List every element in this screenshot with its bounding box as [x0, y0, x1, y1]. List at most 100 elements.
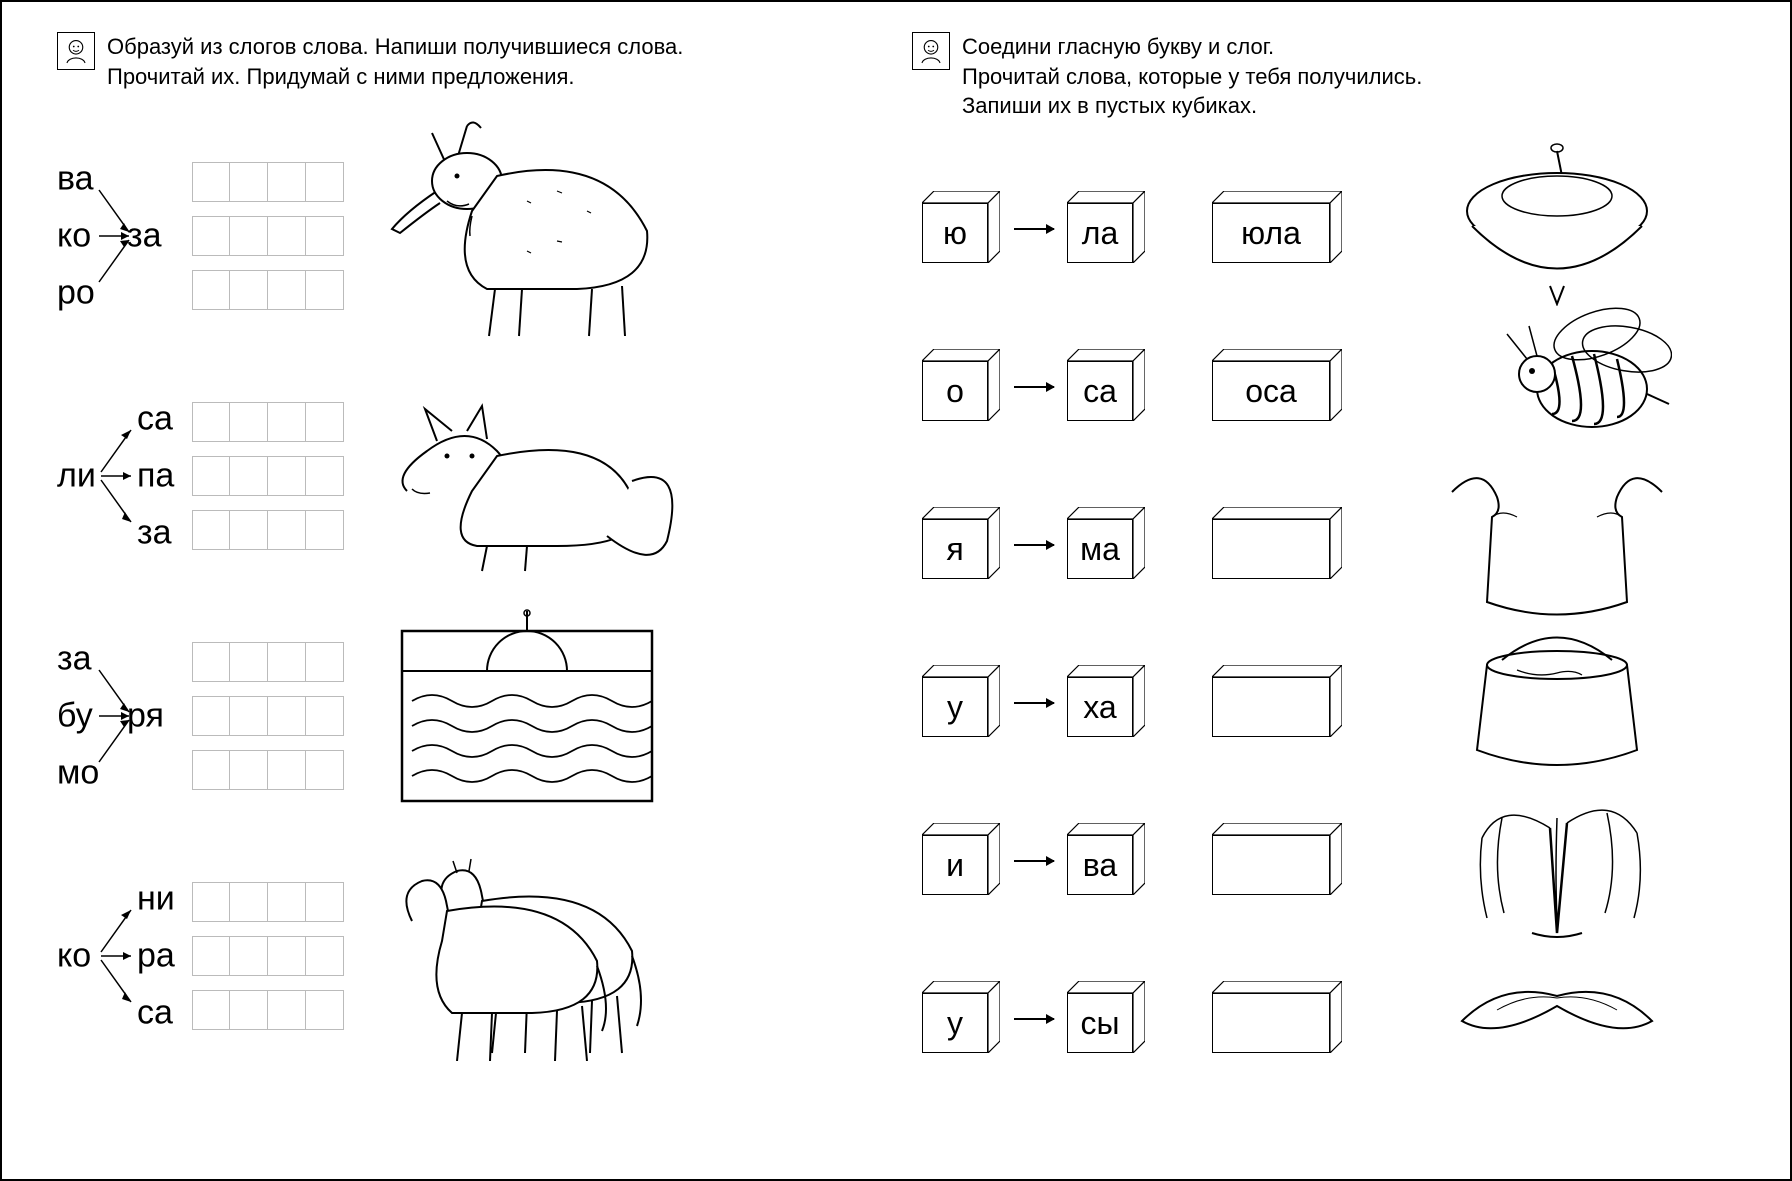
- cube-vowel: о: [922, 349, 1000, 421]
- cube-vowel: у: [922, 981, 1000, 1053]
- cube-label: [1212, 519, 1330, 579]
- arrow-icon: [1014, 544, 1054, 546]
- cube-label: [1212, 993, 1330, 1053]
- willow-illustration: [1442, 768, 1672, 938]
- cube-vowel: ю: [922, 191, 1000, 263]
- syllable: мо: [57, 754, 99, 793]
- answer-grid[interactable]: [192, 696, 344, 736]
- cube-label: [1212, 677, 1330, 737]
- arrow-icon: [1014, 386, 1054, 388]
- syllable: са: [137, 994, 175, 1033]
- cube-label: ма: [1067, 519, 1133, 579]
- answer-grid[interactable]: [192, 270, 344, 310]
- answer-grid[interactable]: [192, 990, 344, 1030]
- kid-icon: [912, 32, 950, 70]
- syllable: за: [137, 514, 174, 553]
- target-syllable: ко: [57, 937, 91, 975]
- syllable: бу: [57, 697, 99, 736]
- cube-row: у ха: [912, 625, 1732, 783]
- cube-label: о: [922, 361, 988, 421]
- cube-label: ю: [922, 203, 988, 263]
- cube-vowel: и: [922, 823, 1000, 895]
- cube-answer[interactable]: юла: [1212, 191, 1342, 263]
- wasp-illustration: [1442, 294, 1672, 464]
- exercise-row: ли са па за: [57, 361, 877, 591]
- cube-vowel: я: [922, 507, 1000, 579]
- answer-grid[interactable]: [192, 162, 344, 202]
- syllable: ко: [57, 217, 95, 256]
- answer-grid[interactable]: [192, 456, 344, 496]
- syllable: па: [137, 457, 174, 496]
- cube-row: и ва: [912, 783, 1732, 941]
- cube-syllable: ва: [1067, 823, 1145, 895]
- right-instruction: Соедини гласную букву и слог. Прочитай с…: [912, 32, 1732, 121]
- instruction-text: Соедини гласную букву и слог. Прочитай с…: [962, 32, 1422, 121]
- syllable: ни: [137, 880, 175, 919]
- cube-syllable: ха: [1067, 665, 1145, 737]
- syllable: ро: [57, 274, 95, 313]
- cube-row: юлаюла: [912, 151, 1732, 309]
- cube-label: сы: [1067, 993, 1133, 1053]
- right-page: Соедини гласную букву и слог. Прочитай с…: [912, 32, 1732, 1099]
- arrows-icon: [95, 416, 137, 536]
- pit-illustration: [1442, 452, 1672, 622]
- fox-illustration: [377, 361, 677, 581]
- cube-syllable: ма: [1067, 507, 1145, 579]
- exercise-row: ва ко ро за: [57, 121, 877, 351]
- syllable: ра: [137, 937, 175, 976]
- goat-illustration: [377, 121, 677, 341]
- cube-row: я ма: [912, 467, 1732, 625]
- answer-grid[interactable]: [192, 936, 344, 976]
- arrows-icon: [95, 896, 137, 1016]
- cube-label: юла: [1212, 203, 1330, 263]
- arrow-icon: [1014, 228, 1054, 230]
- cube-syllable: сы: [1067, 981, 1145, 1053]
- cube-label: ха: [1067, 677, 1133, 737]
- answer-grid[interactable]: [192, 216, 344, 256]
- cube-label: я: [922, 519, 988, 579]
- cube-label: у: [922, 677, 988, 737]
- exercise-row: за бу мо ря: [57, 601, 877, 831]
- arrow-icon: [1014, 702, 1054, 704]
- syllable: ва: [57, 160, 95, 199]
- cube-row: осаоса: [912, 309, 1732, 467]
- cube-label: ва: [1067, 835, 1133, 895]
- arrow-icon: [1014, 1018, 1054, 1020]
- answer-grid[interactable]: [192, 882, 344, 922]
- cube-label: са: [1067, 361, 1133, 421]
- kid-icon: [57, 32, 95, 70]
- cube-syllable: ла: [1067, 191, 1145, 263]
- exercise-row: ко ни ра са: [57, 841, 877, 1071]
- cube-syllable: са: [1067, 349, 1145, 421]
- cube-label: оса: [1212, 361, 1330, 421]
- left-page: Образуй из слогов слова. Напиши получивш…: [57, 32, 877, 1081]
- left-instruction: Образуй из слогов слова. Напиши получивш…: [57, 32, 877, 91]
- target-syllable: за: [127, 217, 162, 256]
- target-syllable: ря: [127, 697, 164, 736]
- answer-grid[interactable]: [192, 402, 344, 442]
- cube-answer[interactable]: оса: [1212, 349, 1342, 421]
- instruction-text: Образуй из слогов слова. Напиши получивш…: [107, 32, 683, 91]
- syllable: са: [137, 400, 174, 439]
- top-illustration: [1442, 136, 1672, 306]
- arrow-icon: [1014, 860, 1054, 862]
- cube-label: и: [922, 835, 988, 895]
- sea-illustration: [377, 601, 677, 821]
- answer-grid[interactable]: [192, 642, 344, 682]
- cube-label: у: [922, 993, 988, 1053]
- syllable: за: [57, 640, 99, 679]
- answer-grid[interactable]: [192, 510, 344, 550]
- cube-vowel: у: [922, 665, 1000, 737]
- cube-label: ла: [1067, 203, 1133, 263]
- cube-answer[interactable]: [1212, 507, 1342, 579]
- pot-illustration: [1442, 610, 1672, 780]
- answer-grid[interactable]: [192, 750, 344, 790]
- cube-answer[interactable]: [1212, 981, 1342, 1053]
- cube-answer[interactable]: [1212, 823, 1342, 895]
- mustache-illustration: [1442, 926, 1672, 1096]
- horses-illustration: [377, 841, 677, 1061]
- cube-answer[interactable]: [1212, 665, 1342, 737]
- target-syllable: ли: [57, 457, 96, 495]
- cube-label: [1212, 835, 1330, 895]
- cube-row: у сы: [912, 941, 1732, 1099]
